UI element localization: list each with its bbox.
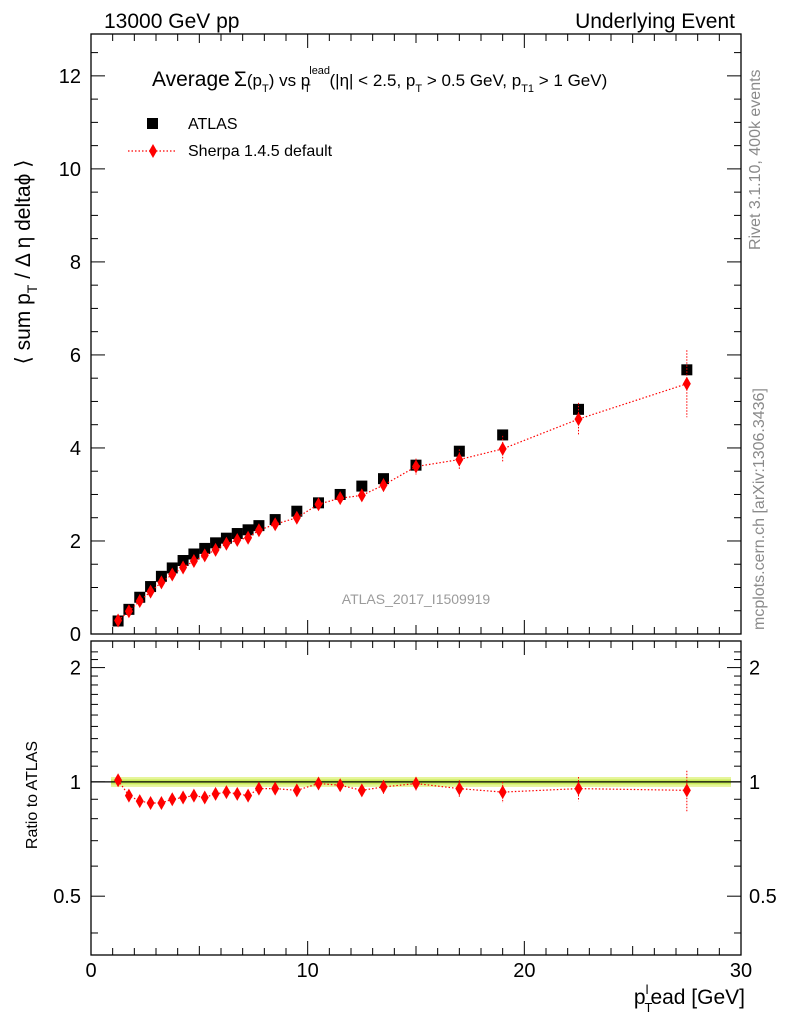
legend-atlas-marker bbox=[147, 118, 158, 129]
lower-ytick-label-right: 1 bbox=[749, 772, 760, 794]
sherpa-point bbox=[292, 510, 301, 525]
sherpa-point bbox=[200, 548, 209, 563]
ratio-point bbox=[271, 781, 280, 796]
upper-ytick-label: 4 bbox=[70, 438, 81, 460]
ratio-point bbox=[498, 785, 507, 800]
ratio-point bbox=[135, 794, 144, 809]
ratio-point bbox=[233, 786, 242, 801]
atlas-point bbox=[497, 429, 509, 441]
ratio-point bbox=[211, 786, 220, 801]
atlas-point bbox=[356, 480, 368, 492]
ratio-point bbox=[200, 790, 209, 805]
legend-sherpa-marker bbox=[149, 144, 157, 158]
ratio-point bbox=[168, 792, 177, 807]
sherpa-point bbox=[168, 567, 177, 582]
upper-ytick-label: 0 bbox=[70, 624, 81, 646]
sherpa-point bbox=[357, 488, 366, 503]
sherpa-point bbox=[271, 517, 280, 532]
sherpa-point bbox=[412, 459, 420, 474]
mcplots-label: mcplots.cern.ch [arXiv:1306.3436] bbox=[751, 388, 768, 630]
upper-ytick-label: 12 bbox=[59, 66, 81, 88]
sherpa-point bbox=[314, 497, 323, 512]
ratio-point bbox=[179, 790, 188, 805]
sherpa-point bbox=[157, 575, 166, 590]
ratio-point bbox=[157, 795, 166, 810]
ratio-point bbox=[682, 783, 691, 798]
header-right: Underlying Event bbox=[575, 10, 735, 33]
ratio-point bbox=[146, 795, 155, 810]
ratio-point bbox=[244, 788, 253, 803]
ratio-point bbox=[124, 788, 133, 803]
legend-atlas-label: ATLAS bbox=[188, 116, 238, 133]
ratio-point bbox=[292, 783, 301, 798]
xtick-label: 10 bbox=[297, 960, 319, 982]
ratio-point bbox=[114, 773, 123, 788]
sherpa-point bbox=[498, 441, 507, 456]
sherpa-point bbox=[179, 560, 188, 575]
upper-ytick-label: 10 bbox=[59, 159, 81, 181]
atlas-point bbox=[453, 445, 465, 457]
ratio-point bbox=[379, 779, 388, 794]
plot-title: Average Σ(pT) vs plead T (|η| < 2.5, pT > … bbox=[152, 65, 607, 95]
xtick-label: 20 bbox=[513, 960, 535, 982]
xtick-label: 30 bbox=[730, 960, 752, 982]
sherpa-point bbox=[254, 523, 263, 538]
ratio-point bbox=[189, 788, 198, 803]
lower-frame bbox=[90, 640, 742, 956]
sherpa-point bbox=[574, 412, 583, 427]
ratio-point bbox=[574, 781, 583, 796]
ratio-point bbox=[357, 783, 366, 798]
sherpa-point bbox=[222, 536, 231, 551]
rivet-label: Rivet 3.1.10, 400k events bbox=[747, 69, 764, 250]
analysis-watermark: ATLAS_2017_I1509919 bbox=[342, 591, 491, 607]
ratio-point bbox=[254, 781, 263, 796]
lower-ytick-label: 2 bbox=[70, 658, 81, 680]
sherpa-point bbox=[146, 584, 155, 599]
lower-ytick-label: 0.5 bbox=[53, 886, 81, 908]
sherpa-point bbox=[682, 376, 691, 391]
atlas-point bbox=[242, 524, 254, 536]
sherpa-point bbox=[189, 553, 198, 568]
xlabel: pl Tead [GeV] bbox=[634, 982, 745, 1015]
sherpa-point bbox=[135, 593, 144, 608]
legend: ATLAS Sherpa 1.4.5 default bbox=[128, 116, 333, 160]
ratio-point bbox=[314, 776, 323, 791]
legend-sherpa-label: Sherpa 1.4.5 default bbox=[188, 143, 333, 160]
sherpa-point bbox=[211, 542, 220, 557]
sherpa-point bbox=[114, 613, 123, 628]
ratio-point bbox=[336, 778, 345, 793]
sherpa-point bbox=[336, 491, 345, 506]
sherpa-line bbox=[117, 383, 688, 621]
sherpa-point bbox=[233, 533, 242, 548]
ratio-point bbox=[222, 785, 231, 800]
lower-ytick-label-right: 2 bbox=[749, 658, 760, 680]
lower-ylabel: Ratio to ATLAS bbox=[24, 741, 41, 849]
sherpa-point bbox=[379, 478, 388, 493]
sherpa-point bbox=[244, 530, 253, 545]
ratio-point bbox=[412, 776, 420, 791]
atlas-point bbox=[681, 364, 693, 376]
upper-ytick-label: 2 bbox=[70, 531, 81, 553]
lower-ytick-label-right: 0.5 bbox=[749, 886, 777, 908]
upper-ytick-label: 8 bbox=[70, 252, 81, 274]
sherpa-point bbox=[124, 604, 133, 619]
sherpa-point bbox=[455, 452, 464, 467]
upper-ylabel: ⟨ sum pT / Δ η deltaϕ ⟩ bbox=[12, 160, 40, 365]
upper-ytick-label: 6 bbox=[70, 345, 81, 367]
ratio-point bbox=[455, 781, 464, 796]
lower-ytick-label: 1 bbox=[70, 772, 81, 794]
header-left: 13000 GeV pp bbox=[104, 10, 239, 33]
xtick-label: 0 bbox=[85, 960, 96, 982]
